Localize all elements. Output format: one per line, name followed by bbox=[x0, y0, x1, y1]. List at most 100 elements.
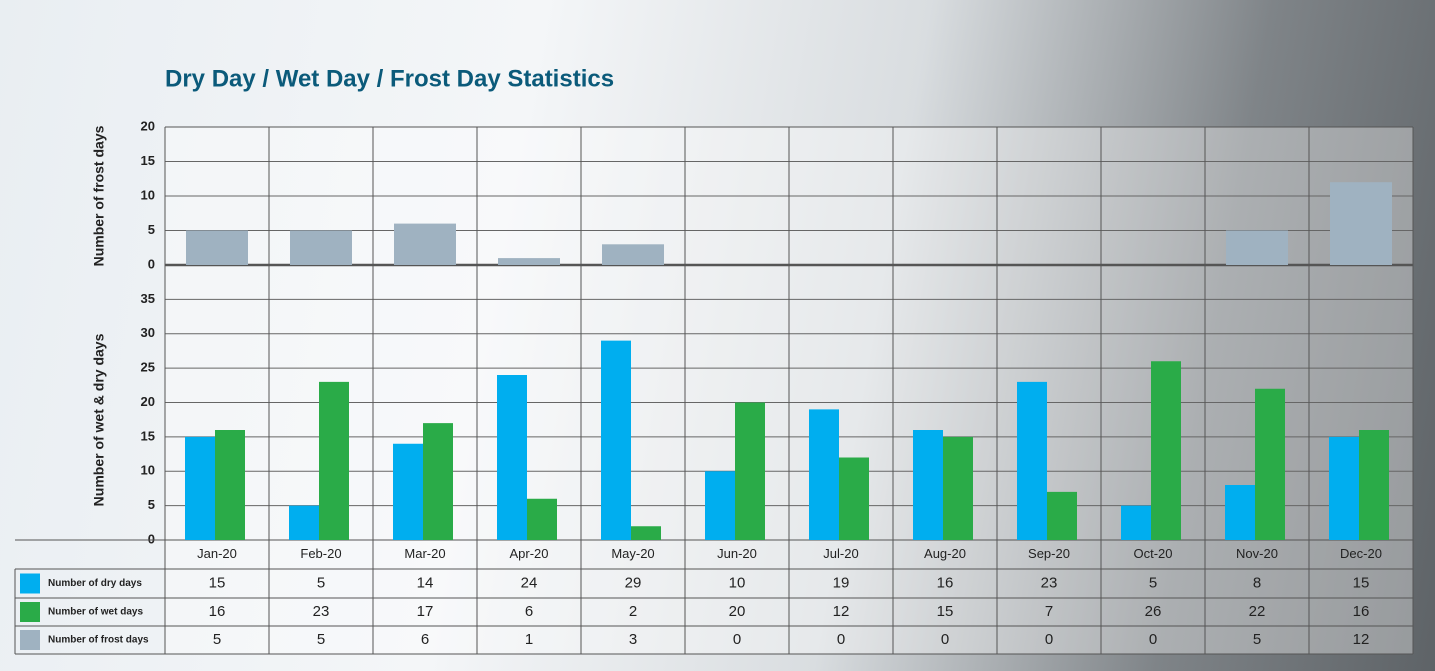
table-cell: 5 bbox=[317, 631, 325, 648]
frost-bar bbox=[1226, 230, 1288, 265]
bar bbox=[319, 381, 349, 540]
x-tick-label: Sep-20 bbox=[1028, 546, 1070, 561]
bar bbox=[393, 443, 423, 540]
table-cell: 24 bbox=[521, 574, 538, 591]
table-cell: 0 bbox=[837, 631, 845, 648]
table-cell: 16 bbox=[1353, 603, 1370, 620]
x-tick-label: Aug-20 bbox=[924, 546, 966, 561]
table-cell: 7 bbox=[1045, 603, 1053, 620]
table-cell: 19 bbox=[833, 574, 850, 591]
bar bbox=[601, 340, 631, 540]
y2-tick-label: 0 bbox=[148, 256, 155, 271]
table-cell: 5 bbox=[1149, 574, 1157, 591]
bar bbox=[809, 409, 839, 540]
y2-tick-label: 15 bbox=[141, 153, 155, 168]
legend-swatch bbox=[20, 602, 40, 622]
legend-label: Number of wet days bbox=[48, 607, 143, 618]
bar bbox=[1121, 505, 1151, 540]
table-cell: 14 bbox=[417, 574, 434, 591]
frost-bar bbox=[290, 230, 352, 265]
table-cell: 15 bbox=[1353, 574, 1370, 591]
bar bbox=[497, 375, 527, 540]
bar bbox=[1225, 485, 1255, 540]
table-cell: 2 bbox=[629, 603, 637, 620]
bar bbox=[423, 423, 453, 540]
frost-bar bbox=[1330, 182, 1392, 265]
bar bbox=[1047, 491, 1077, 540]
table-cell: 20 bbox=[729, 603, 746, 620]
table-cell: 16 bbox=[209, 603, 226, 620]
table-cell: 0 bbox=[941, 631, 949, 648]
table-cell: 5 bbox=[317, 574, 325, 591]
bar bbox=[527, 498, 557, 540]
table-cell: 22 bbox=[1249, 603, 1266, 620]
y-tick-label: 25 bbox=[141, 360, 155, 375]
x-tick-label: Nov-20 bbox=[1236, 546, 1278, 561]
y2-axis-label: Number of frost days bbox=[91, 125, 107, 266]
frost-bar bbox=[186, 230, 248, 265]
y-tick-label: 30 bbox=[141, 325, 155, 340]
x-tick-label: Apr-20 bbox=[509, 546, 548, 561]
x-tick-label: Jun-20 bbox=[717, 546, 757, 561]
x-tick-label: Jul-20 bbox=[823, 546, 858, 561]
legend-label: Number of dry days bbox=[48, 578, 142, 589]
y2-tick-label: 20 bbox=[141, 118, 155, 133]
table-cell: 3 bbox=[629, 631, 637, 648]
table-cell: 15 bbox=[209, 574, 226, 591]
y-tick-label: 0 bbox=[148, 531, 155, 546]
x-tick-label: Jan-20 bbox=[197, 546, 237, 561]
bar bbox=[943, 436, 973, 540]
table-cell: 12 bbox=[1353, 631, 1370, 648]
legend-swatch bbox=[20, 573, 40, 594]
frost-bar bbox=[498, 258, 560, 265]
x-tick-label: May-20 bbox=[611, 546, 654, 561]
table-cell: 8 bbox=[1253, 574, 1261, 591]
bar bbox=[215, 430, 245, 540]
bar bbox=[705, 471, 735, 540]
table-cell: 6 bbox=[525, 603, 533, 620]
bar bbox=[1359, 430, 1389, 540]
table-cell: 10 bbox=[729, 574, 746, 591]
table-cell: 12 bbox=[833, 603, 850, 620]
x-tick-label: Mar-20 bbox=[404, 546, 445, 561]
bar bbox=[1329, 436, 1359, 540]
bar bbox=[839, 457, 869, 540]
frost-bar bbox=[602, 244, 664, 265]
chart-title: Dry Day / Wet Day / Frost Day Statistics bbox=[165, 65, 614, 92]
table-cell: 29 bbox=[625, 574, 642, 591]
bar bbox=[631, 526, 661, 540]
table-cell: 0 bbox=[1149, 631, 1157, 648]
y2-tick-label: 5 bbox=[148, 222, 155, 237]
table-cell: 5 bbox=[213, 631, 221, 648]
table-cell: 1 bbox=[525, 631, 533, 648]
bar bbox=[1255, 388, 1285, 540]
table-cell: 23 bbox=[313, 603, 330, 620]
legend-swatch bbox=[20, 630, 40, 650]
legend-label: Number of frost days bbox=[48, 635, 149, 646]
table-cell: 0 bbox=[733, 631, 741, 648]
y2-tick-label: 10 bbox=[141, 187, 155, 202]
bar bbox=[1017, 381, 1047, 540]
y-tick-label: 10 bbox=[141, 463, 155, 478]
table-cell: 16 bbox=[937, 574, 954, 591]
y-tick-label: 15 bbox=[141, 428, 155, 443]
table-cell: 0 bbox=[1045, 631, 1053, 648]
x-tick-label: Dec-20 bbox=[1340, 546, 1382, 561]
y-tick-label: 35 bbox=[141, 291, 155, 306]
bar bbox=[1151, 361, 1181, 540]
table-cell: 23 bbox=[1041, 574, 1058, 591]
table-cell: 26 bbox=[1145, 603, 1162, 620]
frost-bar bbox=[394, 223, 456, 265]
bar bbox=[185, 436, 215, 540]
y-tick-label: 5 bbox=[148, 497, 155, 512]
bar bbox=[735, 402, 765, 540]
bar bbox=[913, 430, 943, 540]
table-cell: 5 bbox=[1253, 631, 1261, 648]
table-cell: 17 bbox=[417, 603, 434, 620]
x-tick-label: Feb-20 bbox=[300, 546, 341, 561]
table-cell: 15 bbox=[937, 603, 954, 620]
y-axis-label: Number of wet & dry days bbox=[91, 333, 107, 506]
x-tick-label: Oct-20 bbox=[1133, 546, 1172, 561]
